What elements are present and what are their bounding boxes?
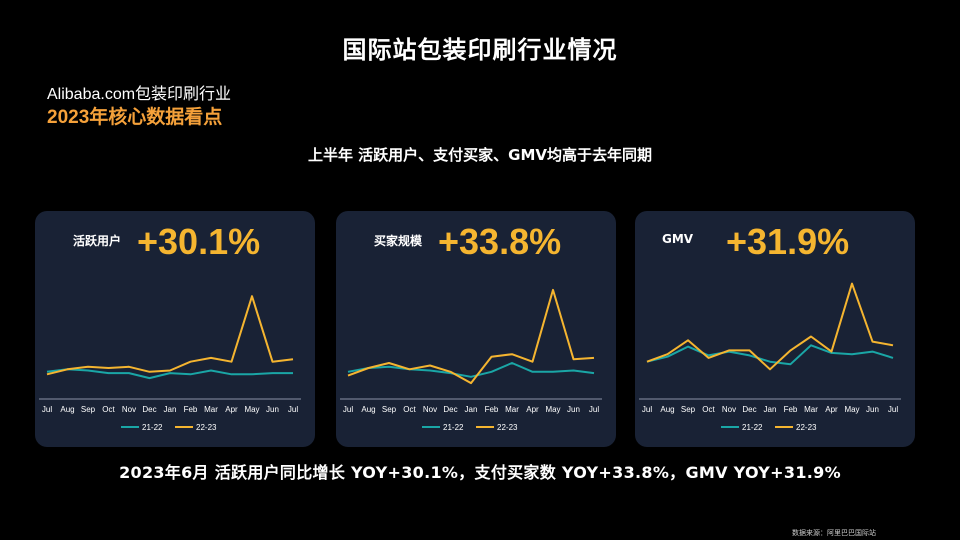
x-tick-label: Mar (505, 405, 519, 414)
x-tick-label: Aug (60, 405, 74, 414)
x-tick-label: Oct (702, 405, 715, 414)
x-tick-label: Jan (164, 405, 177, 414)
legend-label: 22-23 (497, 423, 518, 432)
legend-label: 21-22 (142, 423, 163, 432)
highlight-heading: 2023年核心数据看点 (47, 107, 223, 128)
chart-card-buyers: 买家规模 +33.8% Jul Aug Sep Oct Nov Dec Jan Feb Mar A… (336, 211, 616, 447)
x-tick-label: Jul (589, 405, 599, 414)
x-tick-label: Sep (382, 405, 397, 414)
x-tick-label: Aug (660, 405, 674, 414)
x-tick-label: Jun (567, 405, 580, 414)
series-line-22-23 (347, 288, 595, 385)
series-line-21-22 (646, 344, 894, 366)
yoy-value: +33.8% (438, 221, 562, 262)
x-tick-label: May (844, 405, 859, 414)
line-chart: Jul Aug Sep Oct Nov Dec Jan Feb Mar Apr May Jun Jul 2… (639, 282, 901, 432)
x-tick-label: Apr (225, 405, 238, 414)
x-tick-label: Oct (102, 405, 115, 414)
series-line-21-22 (347, 362, 595, 378)
x-tick-label: Dec (443, 405, 457, 414)
x-tick-label: Apr (526, 405, 539, 414)
x-tick-label: Feb (184, 405, 198, 414)
x-tick-label: Dec (142, 405, 156, 414)
legend-label: 22-23 (796, 423, 817, 432)
chart-card-active-users: 活跃用户 +30.1% Jul Aug Sep Oct Nov Dec Jan Feb Mar A… (35, 211, 315, 447)
x-tick-label: May (244, 405, 259, 414)
x-tick-label: Aug (361, 405, 375, 414)
yoy-value: +30.1% (137, 221, 261, 262)
series-line-21-22 (46, 368, 293, 380)
summary-text: 2023年6月 活跃用户同比增长 YOY+30.1%，支付买家数 YOY+33.… (119, 463, 841, 482)
x-tick-label: May (545, 405, 560, 414)
line-chart: Jul Aug Sep Oct Nov Dec Jan Feb Mar Apr May Jun Jul 2… (340, 288, 602, 432)
legend-label: 22-23 (196, 423, 217, 432)
x-tick-label: Oct (403, 405, 416, 414)
x-tick-label: Jun (266, 405, 279, 414)
subtitle: 上半年 活跃用户、支付买家、GMV均高于去年同期 (307, 146, 653, 164)
page-title: 国际站包装印刷行业情况 (342, 36, 618, 64)
x-tick-label: Dec (742, 405, 756, 414)
metric-label: GMV (662, 232, 694, 246)
x-tick-label: Apr (825, 405, 838, 414)
x-tick-label: Jun (866, 405, 879, 414)
source-note: 数据来源：阿里巴巴国际站 (792, 529, 876, 537)
x-tick-label: Jul (642, 405, 652, 414)
x-tick-label: Nov (423, 405, 437, 414)
x-tick-label: Jul (888, 405, 898, 414)
x-tick-label: Jul (343, 405, 353, 414)
x-tick-label: Mar (804, 405, 818, 414)
yoy-value: +31.9% (726, 221, 850, 262)
series-line-22-23 (46, 295, 294, 376)
x-tick-label: Mar (204, 405, 218, 414)
x-tick-label: Jul (42, 405, 52, 414)
chart-card-gmv: GMV +31.9% Jul Aug Sep Oct Nov Dec Jan Feb Mar Ap… (635, 211, 915, 447)
x-tick-label: Sep (81, 405, 96, 414)
metric-label: 买家规模 (374, 234, 423, 248)
series-line-22-23 (646, 282, 894, 371)
x-tick-label: Feb (485, 405, 499, 414)
x-tick-label: Jan (764, 405, 777, 414)
x-tick-label: Nov (722, 405, 736, 414)
x-tick-label: Jul (288, 405, 298, 414)
x-tick-label: Jan (465, 405, 478, 414)
x-tick-label: Nov (122, 405, 136, 414)
x-tick-label: Feb (784, 405, 798, 414)
legend-label: 21-22 (443, 423, 464, 432)
x-tick-label: Sep (681, 405, 696, 414)
brand-line: Alibaba.com包装印刷行业 (47, 86, 232, 103)
legend-label: 21-22 (742, 423, 763, 432)
line-chart: Jul Aug Sep Oct Nov Dec Jan Feb Mar Apr May Jun Jul 2… (39, 295, 301, 432)
metric-label: 活跃用户 (73, 234, 122, 248)
